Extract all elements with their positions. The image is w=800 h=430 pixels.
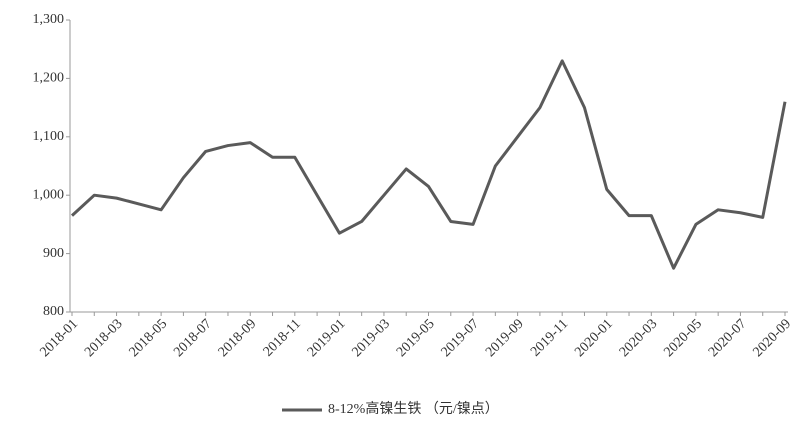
x-tick-label: 2020-01 [572, 316, 616, 360]
x-tick-label: 2018-09 [216, 316, 260, 360]
x-tick-label: 2019-07 [439, 316, 483, 360]
y-tick-label: 1,300 [33, 12, 65, 27]
x-tick-label: 2018-01 [37, 316, 81, 360]
x-tick-label: 2020-03 [617, 316, 661, 360]
x-tick-label: 2019-11 [528, 316, 571, 359]
x-tick-label: 2018-11 [261, 316, 304, 359]
y-tick-label: 900 [43, 246, 64, 261]
x-tick-label: 2019-03 [349, 316, 393, 360]
x-tick-label: 2019-01 [305, 316, 349, 360]
x-tick-label: 2020-07 [706, 316, 750, 360]
y-tick-label: 1,100 [33, 129, 65, 144]
series-line [70, 59, 787, 270]
x-tick-label: 2019-05 [394, 316, 438, 360]
y-tick-label: 1,000 [33, 187, 65, 202]
x-tick-label: 2018-05 [127, 316, 171, 360]
x-tick-label: 2018-03 [82, 316, 126, 360]
x-tick-label: 2018-07 [171, 316, 215, 360]
x-tick-label: 2020-09 [750, 316, 794, 360]
legend-label: 8-12%高镍生铁 （元/镍点） [328, 400, 499, 417]
y-tick-label: 800 [43, 304, 64, 319]
x-tick-label: 2020-05 [661, 316, 705, 360]
x-tick-label: 2019-09 [483, 316, 527, 360]
y-tick-label: 1,200 [33, 71, 65, 86]
